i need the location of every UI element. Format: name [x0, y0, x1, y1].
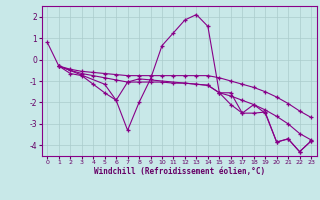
X-axis label: Windchill (Refroidissement éolien,°C): Windchill (Refroidissement éolien,°C): [94, 167, 265, 176]
